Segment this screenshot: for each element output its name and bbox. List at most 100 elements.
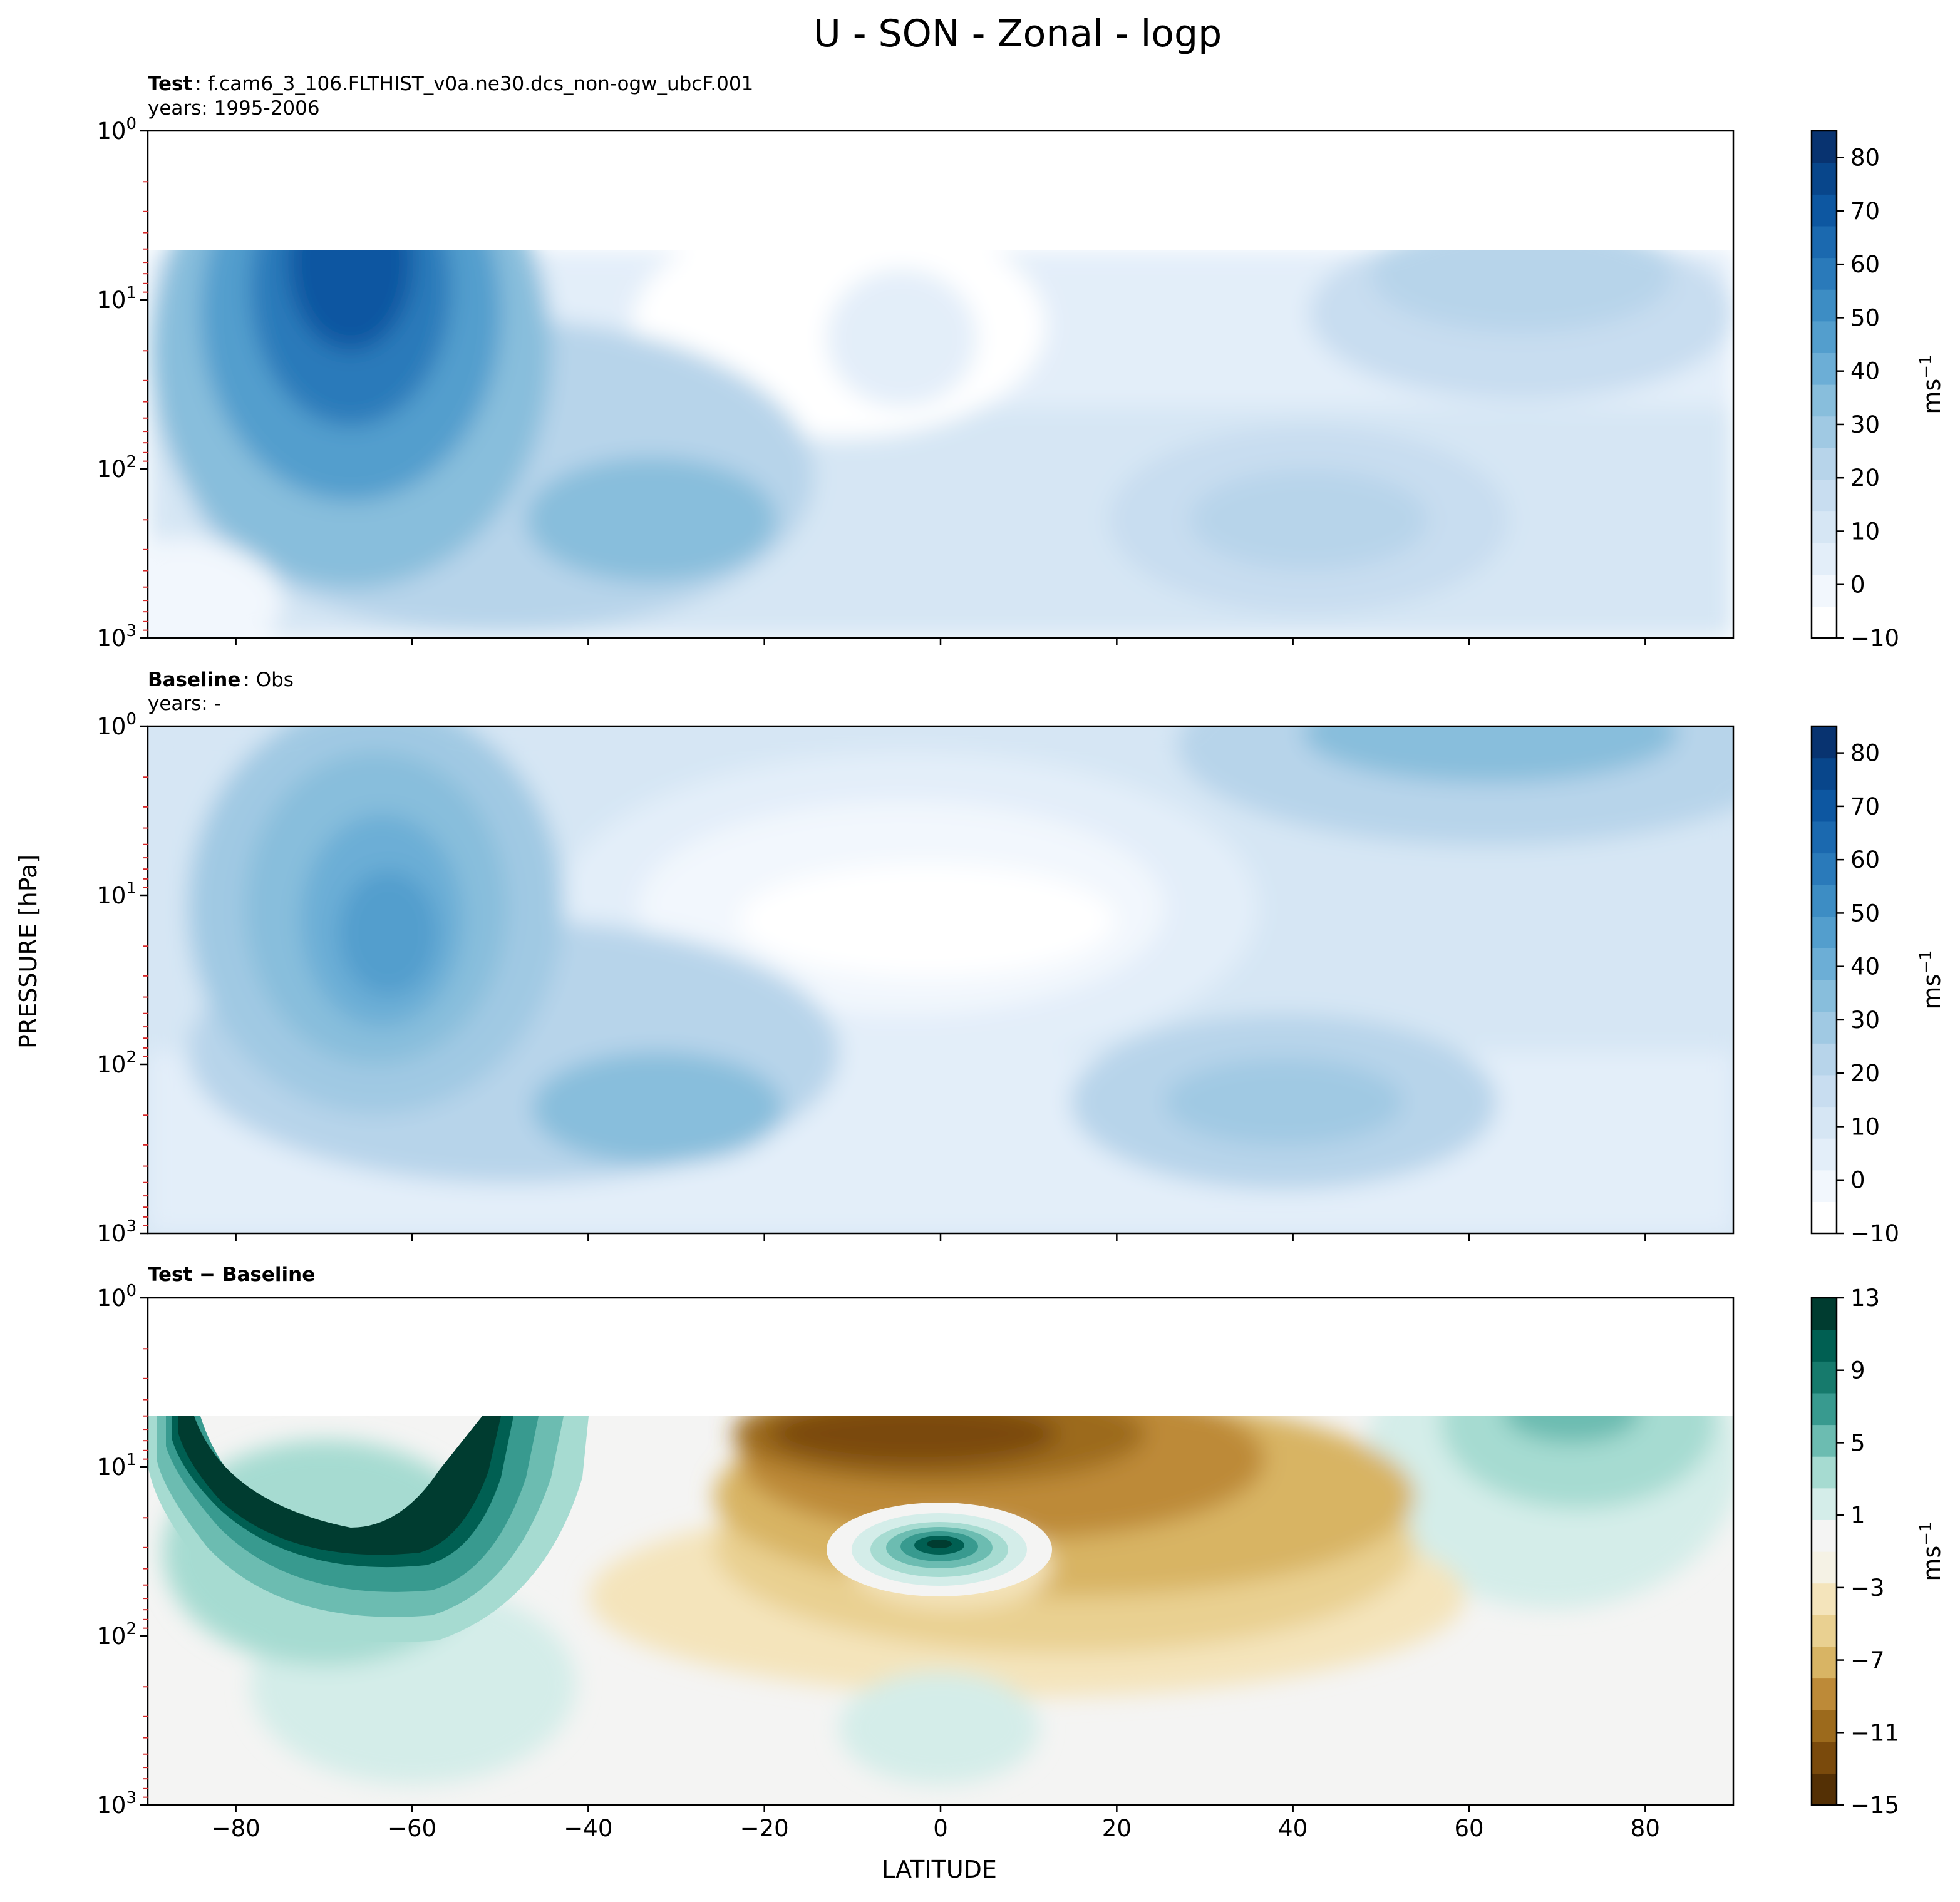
colorbar-swatch (1812, 821, 1837, 854)
contour-field (148, 131, 1733, 638)
colorbar-tick-label: 1 (1850, 1502, 1865, 1529)
panel-header-bold: Baseline (148, 669, 240, 691)
colorbar-swatch (1812, 448, 1837, 480)
x-tick-label: −80 (212, 1815, 260, 1842)
y-axis-label: PRESSURE [hPa] (14, 855, 42, 1049)
colorbar-swatch (1812, 131, 1837, 163)
colorbar-swatch (1812, 479, 1837, 512)
x-tick-label: 0 (933, 1815, 948, 1842)
colorbar-tick-label: 50 (1850, 900, 1880, 927)
colorbar-tick-label: 20 (1850, 465, 1880, 491)
colorbar-tick-label: 80 (1850, 145, 1880, 172)
colorbar-tick-label: −11 (1850, 1719, 1899, 1746)
colorbar-swatch (1812, 416, 1837, 448)
colorbar-swatch (1812, 1551, 1837, 1584)
colorbar: 80 70 60 50 40 30 20 10 0 −10 (1810, 130, 1899, 652)
colorbar-tick-label: 70 (1850, 198, 1880, 225)
colorbar-swatch (1812, 948, 1837, 980)
contour-field (148, 726, 1733, 1233)
x-tick-label: 60 (1454, 1815, 1483, 1842)
colorbar-swatch (1812, 1329, 1837, 1362)
panel-header-text: Obs (256, 669, 294, 691)
colorbar-swatch (1812, 162, 1837, 195)
colorbar-swatch (1812, 1773, 1837, 1806)
colorbar-swatch (1812, 1741, 1837, 1774)
colorbar: 13 9 5 1 −3 −7 −11 −15 (1810, 1285, 1899, 1819)
y-tick-label: 102 (96, 1048, 137, 1078)
x-tick-label: −20 (740, 1815, 789, 1842)
colorbar-tick-label: 10 (1850, 1113, 1880, 1140)
colorbar-tick-label: 5 (1850, 1429, 1865, 1456)
x-tick-label: −40 (564, 1815, 612, 1842)
colorbar-swatch (1812, 257, 1837, 290)
colorbar-swatch (1812, 1169, 1837, 1202)
colorbar-swatch (1812, 1361, 1837, 1394)
y-tick-label: 101 (96, 1451, 137, 1481)
colorbar-tick-label: −7 (1850, 1647, 1885, 1674)
colorbar-swatch (1812, 1424, 1837, 1457)
colorbar-tick-label: 30 (1850, 411, 1880, 438)
colorbar-swatch (1812, 853, 1837, 885)
colorbar: 80 70 60 50 40 30 20 10 0 −10 (1810, 725, 1899, 1247)
x-axis-ticks (235, 638, 1646, 645)
colorbar-swatch (1812, 1456, 1837, 1489)
colorbar-frame (1810, 1297, 1838, 1806)
y-tick-label: 102 (96, 453, 137, 483)
colorbar-tick-label: 13 (1850, 1285, 1880, 1312)
x-axis-label: LATITUDE (882, 1856, 997, 1883)
colorbar-swatch (1812, 225, 1837, 259)
colorbar-unit-label: ms−1 (1917, 1521, 1946, 1581)
y-tick-label: 103 (96, 1217, 137, 1247)
y-tick-label: 103 (96, 622, 137, 652)
colorbar-tick-label: 80 (1850, 740, 1880, 767)
colorbar-tick-label: −3 (1850, 1575, 1885, 1601)
colorbar-tick-label: 60 (1850, 251, 1880, 278)
colorbar-swatch (1812, 1074, 1837, 1108)
panel-years: years: 1995-2006 (148, 97, 320, 120)
colorbar-swatch (1812, 289, 1837, 322)
colorbar-frame (1810, 725, 1838, 1235)
colorbar-tick-label: 20 (1850, 1060, 1880, 1087)
colorbar-tick-label: 60 (1850, 846, 1880, 873)
contour-field (148, 1298, 1733, 1805)
colorbar-swatch (1812, 1488, 1837, 1520)
colorbar-tick-label: 50 (1850, 304, 1880, 331)
colorbar-unit-label: ms−1 (1917, 354, 1946, 414)
y-tick-label: 101 (96, 879, 137, 909)
y-tick-label: 102 (96, 1620, 137, 1650)
colorbar-swatch (1812, 1106, 1837, 1139)
colorbar-swatch (1812, 1298, 1837, 1330)
colorbar-swatch (1812, 384, 1837, 417)
y-tick-label: 103 (96, 1789, 137, 1819)
y-axis: 100 101 102 103 (96, 710, 148, 1247)
colorbar-swatch (1812, 511, 1837, 543)
colorbar-tick-label: 30 (1850, 1007, 1880, 1034)
colorbar-swatch (1812, 885, 1837, 917)
panel-header-bold: Test (148, 73, 193, 95)
y-tick-label: 100 (96, 115, 137, 145)
colorbar-swatch (1812, 321, 1837, 353)
colorbar-swatch (1812, 1615, 1837, 1647)
colorbar-swatch (1812, 758, 1837, 790)
colorbar-swatch (1812, 194, 1837, 227)
panel-header: Test: f.cam6_3_106.FLTHIST_v0a.ne30.dcs_… (148, 73, 753, 95)
y-tick-label: 100 (96, 1282, 137, 1312)
colorbar-swatch (1812, 1710, 1837, 1742)
colorbar-swatch (1812, 916, 1837, 948)
colorbar-swatch (1812, 789, 1837, 822)
colorbar-swatch (1812, 1138, 1837, 1171)
x-tick-label: 20 (1102, 1815, 1132, 1842)
colorbar-tick-label: 10 (1850, 518, 1880, 545)
panel-header-text: f.cam6_3_106.FLTHIST_v0a.ne30.dcs_non-og… (208, 73, 754, 95)
panel-baseline: Baseline: Obs years: - (96, 669, 1946, 1247)
colorbar-tick-label: 40 (1850, 358, 1880, 385)
panel-test: Test: f.cam6_3_106.FLTHIST_v0a.ne30.dcs_… (96, 73, 1946, 652)
colorbar-swatch (1812, 1678, 1837, 1710)
panel-years: years: - (148, 692, 221, 715)
colorbar-swatch (1812, 980, 1837, 1012)
x-tick-label: −60 (388, 1815, 436, 1842)
x-axis-ticks: −80 −60 −40 −20 0 20 40 60 80 (212, 1805, 1660, 1842)
colorbar-swatch (1812, 1201, 1837, 1234)
panel-header-bold: Test − Baseline (148, 1263, 315, 1286)
